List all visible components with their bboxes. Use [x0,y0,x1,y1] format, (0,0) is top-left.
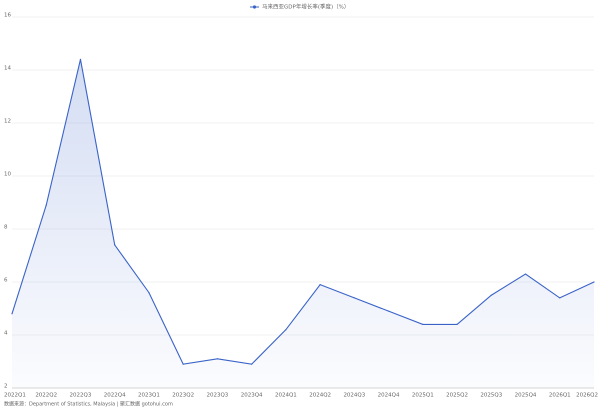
point [45,204,47,206]
point [524,273,527,275]
y-tick-label: 14 [4,66,11,72]
y-tick-label: 8 [4,225,8,231]
point [148,292,150,294]
point [79,58,82,61]
point [251,363,253,365]
point [422,323,424,325]
x-tick-label: 2023Q2 [172,393,194,399]
x-tick-label: 2022Q2 [35,393,57,399]
x-tick-label: 2024Q2 [309,393,331,399]
point [387,310,390,312]
x-tick-label: 2022Q1 [4,393,26,399]
point [11,313,13,315]
x-tick-label: 2025Q3 [480,393,502,399]
y-tick-label: 12 [4,119,11,125]
legend-label: 马来西亚GDP年增长率(季度)（%） [262,3,349,11]
point [559,297,561,299]
x-tick-label: 2026Q2 [576,393,598,399]
x-tick-label: 2024Q3 [343,393,365,399]
legend-marker [252,5,257,9]
x-tick-label: 2025Q4 [515,393,537,399]
point [319,284,321,286]
point [593,281,595,283]
y-tick-label: 4 [4,331,8,337]
x-tick-label: 2022Q4 [104,393,126,399]
x-tick-label: 2023Q3 [206,393,228,399]
x-tick-label: 2025Q2 [446,393,468,399]
x-tick-label: 2024Q4 [378,393,400,399]
point [456,323,458,325]
y-tick-label: 16 [4,13,11,19]
x-tick-label: 2023Q1 [138,393,160,399]
x-tick-label: 2026Q1 [549,393,571,399]
point [285,329,287,331]
point [490,294,492,296]
y-tick-label: 10 [4,172,11,178]
x-tick-label: 2022Q3 [70,393,92,399]
x-tick-label: 2023Q4 [241,393,263,399]
y-tick-label: 2 [4,384,8,390]
point [353,297,355,299]
x-tick-label: 2024Q1 [275,393,297,399]
y-tick-label: 6 [4,278,8,284]
point [182,363,184,365]
point [216,358,219,360]
line [11,59,595,365]
source-note: 数据来源：Department of Statistics, Malaysia … [4,401,173,408]
point [114,244,116,246]
x-tick-label: 2025Q1 [412,393,434,399]
area [12,59,594,389]
